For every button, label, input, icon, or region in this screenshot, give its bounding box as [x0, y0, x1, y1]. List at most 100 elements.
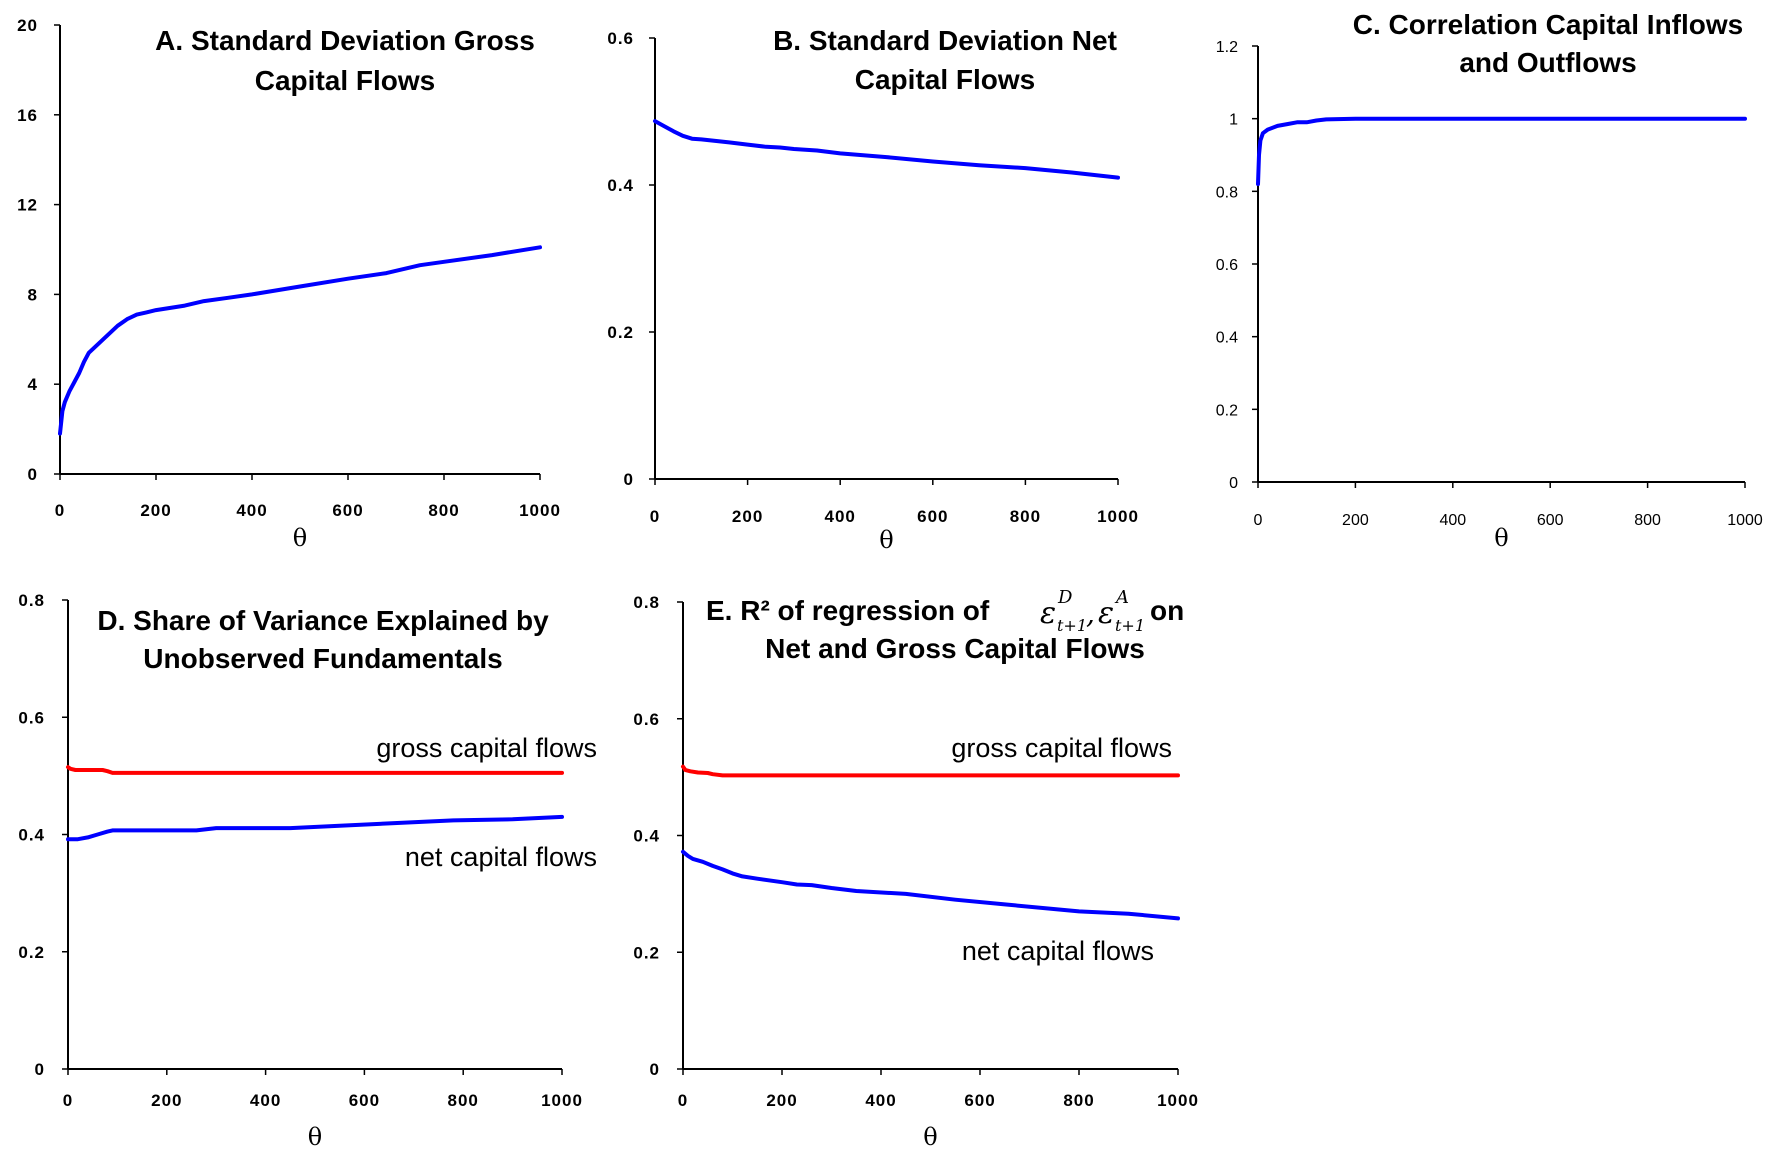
title-panel-e: E. R² of regression of ε D t+1 , ε A t+1… — [706, 587, 1184, 664]
epsilon-d-subscript: t+1 — [1057, 616, 1087, 635]
title-line: and Outflows — [1459, 47, 1636, 78]
epsilon-comma: , — [1086, 597, 1095, 630]
panel-e: 0 200 400 600 800 1000 0 0.2 0.4 0.6 0.8 θ — [633, 593, 1199, 1151]
x-tick-label: 200 — [766, 1091, 797, 1110]
y-tick-label: 16 — [17, 106, 38, 125]
y-tick-label: 0.6 — [1216, 257, 1238, 274]
x-axis-label: θ — [308, 1123, 322, 1151]
epsilon-d-symbol: ε — [1040, 596, 1056, 631]
title-panel-b: B. Standard Deviation Net Capital Flows — [773, 25, 1117, 95]
y-tick-label: 0.6 — [607, 29, 634, 48]
x-tick-label: 200 — [1342, 512, 1369, 529]
y-tick-label: 0.4 — [18, 826, 45, 845]
y-tick-label: 0.2 — [1216, 402, 1238, 419]
y-tick-label: 0 — [28, 465, 38, 484]
x-tick-label: 400 — [865, 1091, 896, 1110]
y-tick-label: 0.4 — [607, 176, 634, 195]
x-tick-label: 0 — [63, 1091, 73, 1110]
title-line: B. Standard Deviation Net — [773, 25, 1117, 56]
panel-d: 0 200 400 600 800 1000 0 0.2 0.4 0.6 0.8 θ — [18, 591, 583, 1151]
y-tick-label: 0 — [650, 1060, 660, 1079]
title-line: Unobserved Fundamentals — [143, 643, 502, 674]
y-tick-label: 0.6 — [633, 710, 660, 729]
x-tick-label: 1000 — [1727, 512, 1763, 529]
x-axis-label: θ — [293, 524, 307, 552]
series-line-line-0 — [1256, 116, 1747, 187]
title-line: C. Correlation Capital Inflows — [1353, 9, 1743, 40]
panel-a: 0 200 400 600 800 1000 0 4 8 12 16 20 θ — [17, 16, 561, 552]
x-tick-label: 800 — [1010, 507, 1041, 526]
y-tick-label: 0.6 — [18, 708, 45, 727]
y-tick-label: 0.8 — [633, 593, 660, 612]
y-tick-label: 0.2 — [18, 943, 45, 962]
annotation-e-net: net capital flows — [962, 936, 1154, 966]
title-panel-e-suffix: on — [1150, 595, 1184, 626]
series-line-line-0 — [653, 119, 1120, 180]
y-tick-label: 0.8 — [1216, 184, 1238, 201]
series-line-net-capital-flows — [681, 849, 1180, 921]
x-tick-label: 800 — [1063, 1091, 1094, 1110]
series-line-line-0 — [58, 245, 542, 436]
x-tick-label: 200 — [732, 507, 763, 526]
y-tick-label: 0.4 — [633, 827, 660, 846]
y-tick-label: 4 — [28, 375, 38, 394]
title-line: D. Share of Variance Explained by — [97, 605, 549, 636]
series-line-gross-capital-flows — [681, 764, 1180, 778]
y-tick-label: 0 — [1229, 475, 1238, 492]
x-tick-label: 600 — [917, 507, 948, 526]
y-tick-label: 12 — [17, 196, 38, 215]
x-tick-label: 0 — [1254, 512, 1263, 529]
x-tick-label: 1000 — [541, 1091, 583, 1110]
x-tick-label: 200 — [151, 1091, 182, 1110]
x-tick-label: 400 — [1439, 512, 1466, 529]
annotation-e-gross: gross capital flows — [951, 733, 1172, 763]
x-tick-label: 600 — [332, 501, 363, 520]
x-tick-label: 600 — [964, 1091, 995, 1110]
x-tick-label: 1000 — [1157, 1091, 1199, 1110]
title-panel-a: A. Standard Deviation Gross Capital Flows — [155, 25, 535, 96]
x-tick-label: 0 — [678, 1091, 688, 1110]
x-axis-label: θ — [879, 526, 893, 554]
y-tick-label: 8 — [28, 285, 38, 304]
x-tick-label: 800 — [448, 1091, 479, 1110]
x-tick-label: 400 — [250, 1091, 281, 1110]
y-tick-label: 0.8 — [18, 591, 45, 610]
y-tick-label: 0 — [35, 1060, 45, 1079]
annotation-d-gross: gross capital flows — [376, 733, 597, 763]
y-tick-label: 0.2 — [607, 323, 634, 342]
x-axis-label: θ — [923, 1123, 937, 1151]
title-line: Capital Flows — [855, 64, 1035, 95]
x-tick-label: 1000 — [1097, 507, 1139, 526]
title-panel-d: D. Share of Variance Explained by Unobser… — [97, 605, 549, 674]
title-panel-e-line2: Net and Gross Capital Flows — [765, 633, 1145, 664]
epsilon-a-symbol: ε — [1098, 596, 1114, 631]
title-line: Capital Flows — [255, 65, 435, 96]
y-tick-label: 1 — [1229, 112, 1238, 129]
panel-c: 0 200 400 600 800 1000 0 0.2 0.4 0.6 0.8 1 1.2 θ — [1216, 39, 1763, 552]
panel-b: 0 200 400 600 800 1000 0 0.2 0.4 0.6 θ — [607, 29, 1139, 554]
annotation-d-net: net capital flows — [405, 842, 597, 872]
y-tick-label: 0.4 — [1216, 330, 1238, 347]
x-axis-label: θ — [1494, 524, 1508, 552]
series-line-gross-capital-flows — [66, 765, 564, 775]
y-tick-label: 0.2 — [633, 943, 660, 962]
epsilon-a-superscript: A — [1114, 587, 1129, 608]
y-tick-label: 20 — [17, 16, 38, 35]
title-line: A. Standard Deviation Gross — [155, 25, 535, 56]
epsilon-a-subscript: t+1 — [1115, 616, 1145, 635]
series-line-net-capital-flows — [66, 814, 564, 842]
x-tick-label: 0 — [55, 501, 65, 520]
title-panel-c: C. Correlation Capital Inflows and Outflo… — [1353, 9, 1743, 78]
y-tick-label: 0 — [624, 470, 634, 489]
x-tick-label: 1000 — [519, 501, 561, 520]
x-tick-label: 400 — [825, 507, 856, 526]
x-tick-label: 0 — [650, 507, 660, 526]
x-tick-label: 400 — [236, 501, 267, 520]
x-tick-label: 600 — [349, 1091, 380, 1110]
title-panel-e-prefix: E. R² of regression of — [706, 595, 990, 626]
y-tick-label: 1.2 — [1216, 39, 1238, 56]
epsilon-d-superscript: D — [1057, 587, 1073, 608]
x-tick-label: 800 — [428, 501, 459, 520]
